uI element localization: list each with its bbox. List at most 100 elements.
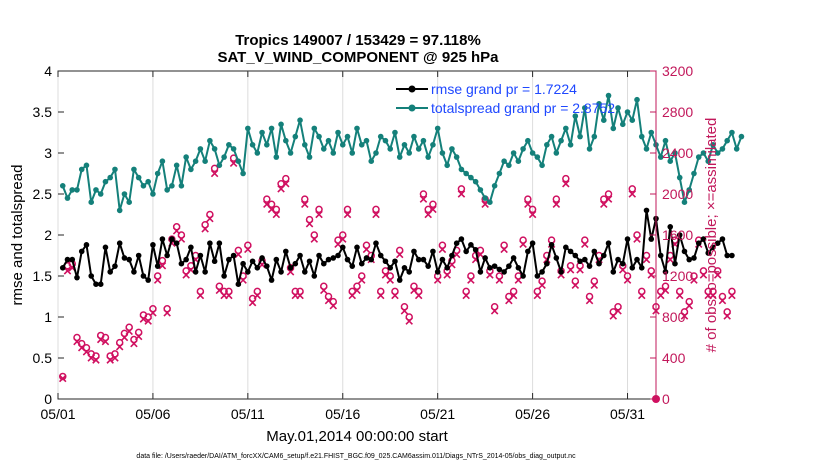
obs-assimilated-point <box>125 327 133 336</box>
obs-assimilated-point <box>253 291 262 300</box>
totalspread-point <box>582 105 588 111</box>
obs-assimilated-point <box>467 276 475 284</box>
totalspread-point <box>563 125 569 132</box>
obs-assimilated-stroke-b <box>77 343 86 352</box>
chart-subtitle: SAT_V_WIND_COMPONENT @ 925 hPa <box>217 49 499 66</box>
totalspread-point <box>729 129 735 136</box>
obs-assimilated-point <box>709 291 717 300</box>
obs-assimilated-stroke-b <box>206 214 214 223</box>
obs-assimilated-point <box>391 291 399 300</box>
rmse-point <box>401 265 408 271</box>
totalspread-point <box>662 137 669 144</box>
obs-assimilated-stroke-b <box>552 200 561 209</box>
totalspread-point <box>135 174 142 181</box>
obs-assimilated-stroke-b <box>343 210 352 219</box>
obs-assimilated-stroke-b <box>244 245 252 254</box>
obs-assimilated-point <box>310 235 319 243</box>
totalspread-point <box>629 117 636 123</box>
totalspread-point <box>358 142 365 148</box>
totalspread-point <box>411 133 417 140</box>
obs-assimilated-point <box>514 276 523 284</box>
obs-assimilated-stroke-b <box>528 210 537 219</box>
totalspread-point <box>154 170 161 177</box>
obs-assimilated-stroke-b <box>680 312 689 320</box>
totalspread-point <box>491 183 498 189</box>
obs-possible-point <box>429 200 437 208</box>
rmse-point <box>93 281 99 288</box>
legend-marker-rmse <box>408 85 416 93</box>
rmse-point <box>216 240 223 246</box>
totalspread-point <box>107 174 114 181</box>
rmse-point <box>140 273 147 279</box>
rmse-point <box>468 242 474 248</box>
obs-assimilated-point <box>201 225 209 233</box>
totalspread-point <box>64 195 71 201</box>
obs-assimilated-stroke-b <box>239 276 247 284</box>
rmse-point <box>207 240 213 246</box>
rmse-point <box>97 281 104 288</box>
totalspread-point <box>392 129 398 136</box>
totalspread-point <box>183 154 189 160</box>
obs-assimilated-stroke-b <box>282 179 290 188</box>
rmse-point <box>178 260 185 267</box>
obs-assimilated-stroke-b <box>538 281 546 289</box>
rmse-point <box>634 256 640 263</box>
rmse-point <box>496 266 503 273</box>
totalspread-point <box>164 187 170 193</box>
obs-assimilated-stroke-b <box>718 296 727 305</box>
rmse-point <box>59 265 66 271</box>
obs-assimilated-point <box>647 271 656 279</box>
obs-assimilated-point <box>685 301 693 310</box>
obs-assimilated-stroke-b <box>386 276 394 284</box>
totalspread-point <box>211 146 218 152</box>
obs-assimilated-point <box>286 268 295 276</box>
y-left-tick-label-8: 4 <box>44 63 52 79</box>
totalspread-point <box>126 199 132 205</box>
obs-assimilated-stroke-b <box>514 276 523 284</box>
totalspread-point <box>264 142 270 148</box>
totalspread-point <box>150 191 156 197</box>
rmse-point <box>681 248 688 255</box>
totalspread-point <box>710 142 716 148</box>
totalspread-point <box>83 162 90 169</box>
rmse-point <box>145 277 151 283</box>
rmse-point <box>107 269 114 275</box>
totalspread-point <box>173 162 180 169</box>
obs-assimilated-point <box>500 245 508 254</box>
rmse-point <box>714 240 721 246</box>
x-axis-label: May.01,2014 00:00:00 start <box>266 428 448 445</box>
totalspread-point <box>278 121 284 128</box>
obs-assimilated-stroke-b <box>581 240 589 248</box>
obs-assimilated-point <box>206 214 214 223</box>
totalspread-point <box>544 142 550 148</box>
rmse-point <box>572 252 579 259</box>
y-left-tick-label-0: 0 <box>44 391 52 407</box>
obs-assimilated-point <box>528 210 537 219</box>
obs-assimilated-stroke-b <box>301 200 309 209</box>
obs-assimilated-point <box>96 335 105 344</box>
rmse-point <box>159 236 166 242</box>
y-right-axis-label: # of obs: o=possible; ×=assimilated <box>703 118 720 353</box>
rmse-point <box>396 277 403 283</box>
totalspread-point <box>396 154 403 160</box>
totalspread-point <box>686 187 693 193</box>
obs-possible-point <box>210 164 219 173</box>
totalspread-point <box>373 150 379 156</box>
rmse-point <box>449 252 455 259</box>
obs-assimilated-stroke-b <box>253 291 262 300</box>
totalspread-point <box>78 166 85 173</box>
rmse-point <box>240 260 246 267</box>
totalspread-point <box>93 187 99 193</box>
totalspread-point <box>197 146 204 152</box>
obs-assimilated-point <box>58 374 67 383</box>
totalspread-point <box>577 133 583 140</box>
obs-possible-point <box>419 190 428 198</box>
rmse-point <box>316 252 322 259</box>
totalspread-point <box>672 150 678 156</box>
rmse-point <box>116 240 123 246</box>
y-right-tick-label-5: 2000 <box>662 186 693 202</box>
totalspread-point <box>591 133 598 140</box>
obs-assimilated-stroke-b <box>106 356 114 364</box>
totalspread-point <box>515 158 522 164</box>
rmse-point <box>430 248 436 255</box>
